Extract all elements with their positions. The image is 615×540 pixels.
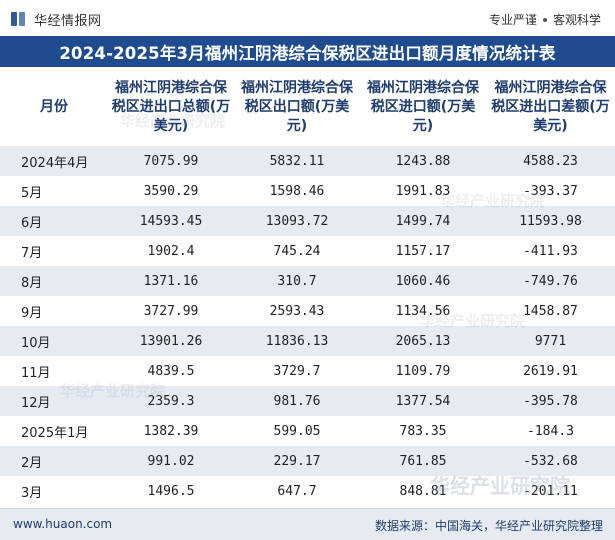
cell-export: 5832.11 xyxy=(234,146,360,176)
cell-import: 1109.79 xyxy=(360,356,486,386)
cell-import: 1377.54 xyxy=(360,386,486,416)
cell-month: 6月 xyxy=(0,206,108,236)
slogan: 专业严谨 客观科学 xyxy=(489,11,601,28)
data-table: 月份 福州江阴港综合保税区进出口总额(万美元) 福州江阴港综合保税区出口额(万美… xyxy=(0,68,615,506)
table-row: 9月 3727.99 2593.43 1134.56 1458.87 xyxy=(0,296,615,326)
cell-balance: -393.37 xyxy=(486,176,615,206)
cell-balance: -184.3 xyxy=(486,416,615,446)
cell-balance: 9771 xyxy=(486,326,615,356)
cell-month: 2025年1月 xyxy=(0,416,108,446)
cell-export: 11836.13 xyxy=(234,326,360,356)
cell-total: 1902.4 xyxy=(108,236,234,266)
cell-import: 1243.88 xyxy=(360,146,486,176)
cell-total: 3590.29 xyxy=(108,176,234,206)
table-row: 2024年4月 7075.99 5832.11 1243.88 4588.23 xyxy=(0,146,615,176)
website-link[interactable]: www.huaon.com xyxy=(13,517,113,531)
cell-export: 745.24 xyxy=(234,236,360,266)
cell-month: 2月 xyxy=(0,446,108,476)
cell-month: 11月 xyxy=(0,356,108,386)
cell-total: 1496.5 xyxy=(108,476,234,506)
cell-balance: 1458.87 xyxy=(486,296,615,326)
slogan-1: 专业严谨 xyxy=(488,13,537,27)
footer: www.huaon.com 数据来源：中国海关，华经产业研究院整理 xyxy=(0,508,615,540)
cell-total: 7075.99 xyxy=(108,146,234,176)
header-import: 福州江阴港综合保税区进口额(万美元) xyxy=(360,68,486,146)
title-bar: 2024-2025年3月福州江阴港综合保税区进出口额月度情况统计表 xyxy=(0,36,615,67)
cell-total: 1371.16 xyxy=(108,266,234,296)
cell-balance: 11593.98 xyxy=(486,206,615,236)
table-row: 6月 14593.45 13093.72 1499.74 11593.98 xyxy=(0,206,615,236)
table-row: 8月 1371.16 310.7 1060.46 -749.76 xyxy=(0,266,615,296)
cell-total: 3727.99 xyxy=(108,296,234,326)
cell-month: 2024年4月 xyxy=(0,146,108,176)
cell-month: 8月 xyxy=(0,266,108,296)
table-header-row: 月份 福州江阴港综合保税区进出口总额(万美元) 福州江阴港综合保税区出口额(万美… xyxy=(0,68,615,146)
page-title: 2024-2025年3月福州江阴港综合保税区进出口额月度情况统计表 xyxy=(59,43,556,63)
header-export: 福州江阴港综合保税区出口额(万美元) xyxy=(234,68,360,146)
cell-total: 1382.39 xyxy=(108,416,234,446)
cell-balance: -411.93 xyxy=(486,236,615,266)
cell-export: 2593.43 xyxy=(234,296,360,326)
table-row: 2025年1月 1382.39 599.05 783.35 -184.3 xyxy=(0,416,615,446)
header-total: 福州江阴港综合保税区进出口总额(万美元) xyxy=(108,68,234,146)
cell-export: 310.7 xyxy=(234,266,360,296)
cell-export: 981.76 xyxy=(234,386,360,416)
cell-export: 1598.46 xyxy=(234,176,360,206)
cell-balance: -749.76 xyxy=(486,266,615,296)
cell-month: 7月 xyxy=(0,236,108,266)
table-row: 5月 3590.29 1598.46 1991.83 -393.37 xyxy=(0,176,615,206)
table-row: 12月 2359.3 981.76 1377.54 -395.78 xyxy=(0,386,615,416)
brand-logo[interactable]: 华经情报网 xyxy=(9,9,102,29)
cell-export: 13093.72 xyxy=(234,206,360,236)
logo-icon xyxy=(9,9,29,29)
cell-import: 1157.17 xyxy=(360,236,486,266)
cell-import: 1060.46 xyxy=(360,266,486,296)
cell-month: 3月 xyxy=(0,476,108,506)
dot-separator-icon xyxy=(542,17,547,22)
cell-import: 1134.56 xyxy=(360,296,486,326)
table-row: 7月 1902.4 745.24 1157.17 -411.93 xyxy=(0,236,615,266)
cell-import: 783.35 xyxy=(360,416,486,446)
cell-balance: -532.68 xyxy=(486,446,615,476)
cell-import: 1991.83 xyxy=(360,176,486,206)
header-balance: 福州江阴港综合保税区进出口差额(万美元) xyxy=(486,68,615,146)
table-row: 2月 991.02 229.17 761.85 -532.68 xyxy=(0,446,615,476)
cell-total: 4839.5 xyxy=(108,356,234,386)
top-bar: 华经情报网 专业严谨 客观科学 xyxy=(0,0,615,36)
cell-export: 229.17 xyxy=(234,446,360,476)
cell-import: 2065.13 xyxy=(360,326,486,356)
cell-month: 5月 xyxy=(0,176,108,206)
cell-import: 848.81 xyxy=(360,476,486,506)
table-row: 10月 13901.26 11836.13 2065.13 9771 xyxy=(0,326,615,356)
table-row: 3月 1496.5 647.7 848.81 -201.11 xyxy=(0,476,615,506)
cell-month: 10月 xyxy=(0,326,108,356)
cell-export: 599.05 xyxy=(234,416,360,446)
cell-total: 13901.26 xyxy=(108,326,234,356)
cell-import: 1499.74 xyxy=(360,206,486,236)
table-row: 11月 4839.5 3729.7 1109.79 2619.91 xyxy=(0,356,615,386)
data-source: 数据来源：中国海关，华经产业研究院整理 xyxy=(374,519,603,533)
cell-balance: -201.11 xyxy=(486,476,615,506)
cell-balance: 4588.23 xyxy=(486,146,615,176)
cell-total: 2359.3 xyxy=(108,386,234,416)
cell-month: 9月 xyxy=(0,296,108,326)
cell-month: 12月 xyxy=(0,386,108,416)
slogan-2: 客观科学 xyxy=(552,13,601,27)
cell-import: 761.85 xyxy=(360,446,486,476)
cell-total: 991.02 xyxy=(108,446,234,476)
cell-export: 647.7 xyxy=(234,476,360,506)
brand-name: 华经情报网 xyxy=(34,13,102,29)
cell-balance: -395.78 xyxy=(486,386,615,416)
header-month: 月份 xyxy=(0,68,108,146)
cell-balance: 2619.91 xyxy=(486,356,615,386)
cell-total: 14593.45 xyxy=(108,206,234,236)
cell-export: 3729.7 xyxy=(234,356,360,386)
